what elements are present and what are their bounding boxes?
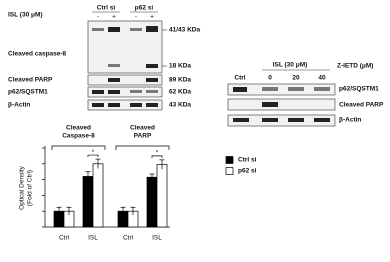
group-label: PARP	[134, 133, 152, 140]
blot-panel	[87, 86, 163, 98]
band	[146, 103, 158, 107]
band	[262, 102, 278, 107]
band	[108, 27, 120, 32]
band	[130, 103, 142, 107]
x-tick-label: ISL	[88, 235, 98, 242]
size-label: 89 KDa	[169, 77, 191, 84]
lane-label: -	[135, 14, 137, 21]
band	[233, 87, 247, 92]
significance-mark: *	[156, 150, 159, 157]
legend-swatch	[225, 167, 234, 175]
significance-bracket	[87, 154, 99, 158]
blot-panel	[227, 114, 336, 127]
group-bracket	[115, 145, 170, 150]
band	[92, 28, 104, 31]
lane-label: 40	[318, 75, 326, 82]
group-label: Caspase-8	[62, 133, 95, 140]
band	[146, 26, 158, 32]
band	[146, 78, 158, 82]
significance-mark: *	[92, 149, 95, 156]
bar-chart: Optical Density (Fold of Ctrl) Ctrl ISL Ct…	[19, 125, 257, 242]
row-label: Cleaved PARP	[339, 102, 384, 109]
row-label: Cleaved PARP	[8, 77, 53, 84]
group-label: Cleaved	[66, 125, 91, 132]
blot-panel	[227, 98, 336, 111]
group-label: Ctrl si	[97, 5, 116, 12]
legend-label: Ctrl si	[238, 157, 257, 164]
band	[146, 90, 158, 93]
band	[108, 103, 120, 107]
bar	[82, 176, 94, 228]
band	[288, 118, 304, 122]
treatment-label: ISL (30 μM)	[8, 12, 43, 19]
blot-panel	[87, 74, 163, 86]
band	[108, 64, 120, 67]
band	[314, 118, 330, 122]
band	[262, 87, 278, 91]
band	[146, 64, 158, 68]
band	[262, 118, 278, 122]
group-bracket	[51, 145, 106, 150]
band	[108, 90, 120, 94]
lane-label: +	[150, 14, 154, 21]
band	[92, 103, 104, 107]
band	[130, 28, 142, 31]
size-label: 41/43 KDa	[169, 27, 200, 34]
left-blot: ISL (30 μM) Ctrl si p62 si - + - + Cleav…	[8, 5, 200, 111]
row-label: β-Actin	[8, 102, 30, 109]
significance-bracket	[151, 155, 163, 158]
bar	[92, 163, 104, 228]
size-label: 62 KDa	[169, 89, 191, 96]
size-label: 18 KDa	[169, 63, 191, 70]
y-axis-label: (Fold of Ctrl)	[27, 170, 34, 206]
x-tick-label: Ctrl	[59, 235, 70, 242]
y-axis-label: Optical Density	[19, 165, 26, 209]
x-tick-label: ISL	[152, 235, 162, 242]
legend-label: p62 si	[238, 168, 257, 175]
inhibitor-label: Z-IETD (μM)	[337, 63, 373, 70]
treatment-label: ISL (30 μM)	[273, 62, 308, 69]
right-blot: ISL (30 μM) Ctrl 0 20 40 Z-IETD (μM) p62…	[227, 62, 384, 127]
lane-label: Ctrl	[234, 75, 245, 82]
blot-panel	[227, 83, 336, 96]
band	[314, 87, 330, 91]
group-label: Cleaved	[130, 125, 155, 132]
band	[233, 118, 249, 122]
bar	[156, 164, 168, 228]
size-label: 43 KDa	[169, 102, 191, 109]
band	[92, 90, 104, 94]
group-label: p62 si	[135, 5, 154, 12]
lane-label: +	[112, 14, 116, 21]
lane-label: 20	[292, 75, 300, 82]
row-label: p62/SQSTM1	[8, 89, 48, 96]
blot-panel	[87, 99, 163, 111]
row-label: p62/SQSTM1	[339, 86, 379, 93]
row-label: Cleaved caspase-8	[8, 51, 67, 58]
x-tick-label: Ctrl	[123, 235, 134, 242]
band	[108, 78, 120, 82]
bar	[146, 176, 158, 228]
band	[130, 90, 142, 93]
lane-label: 0	[268, 75, 272, 82]
row-label: β-Actin	[339, 117, 361, 124]
lane-label: -	[97, 14, 99, 21]
band	[288, 87, 304, 91]
legend-swatch	[225, 156, 234, 164]
